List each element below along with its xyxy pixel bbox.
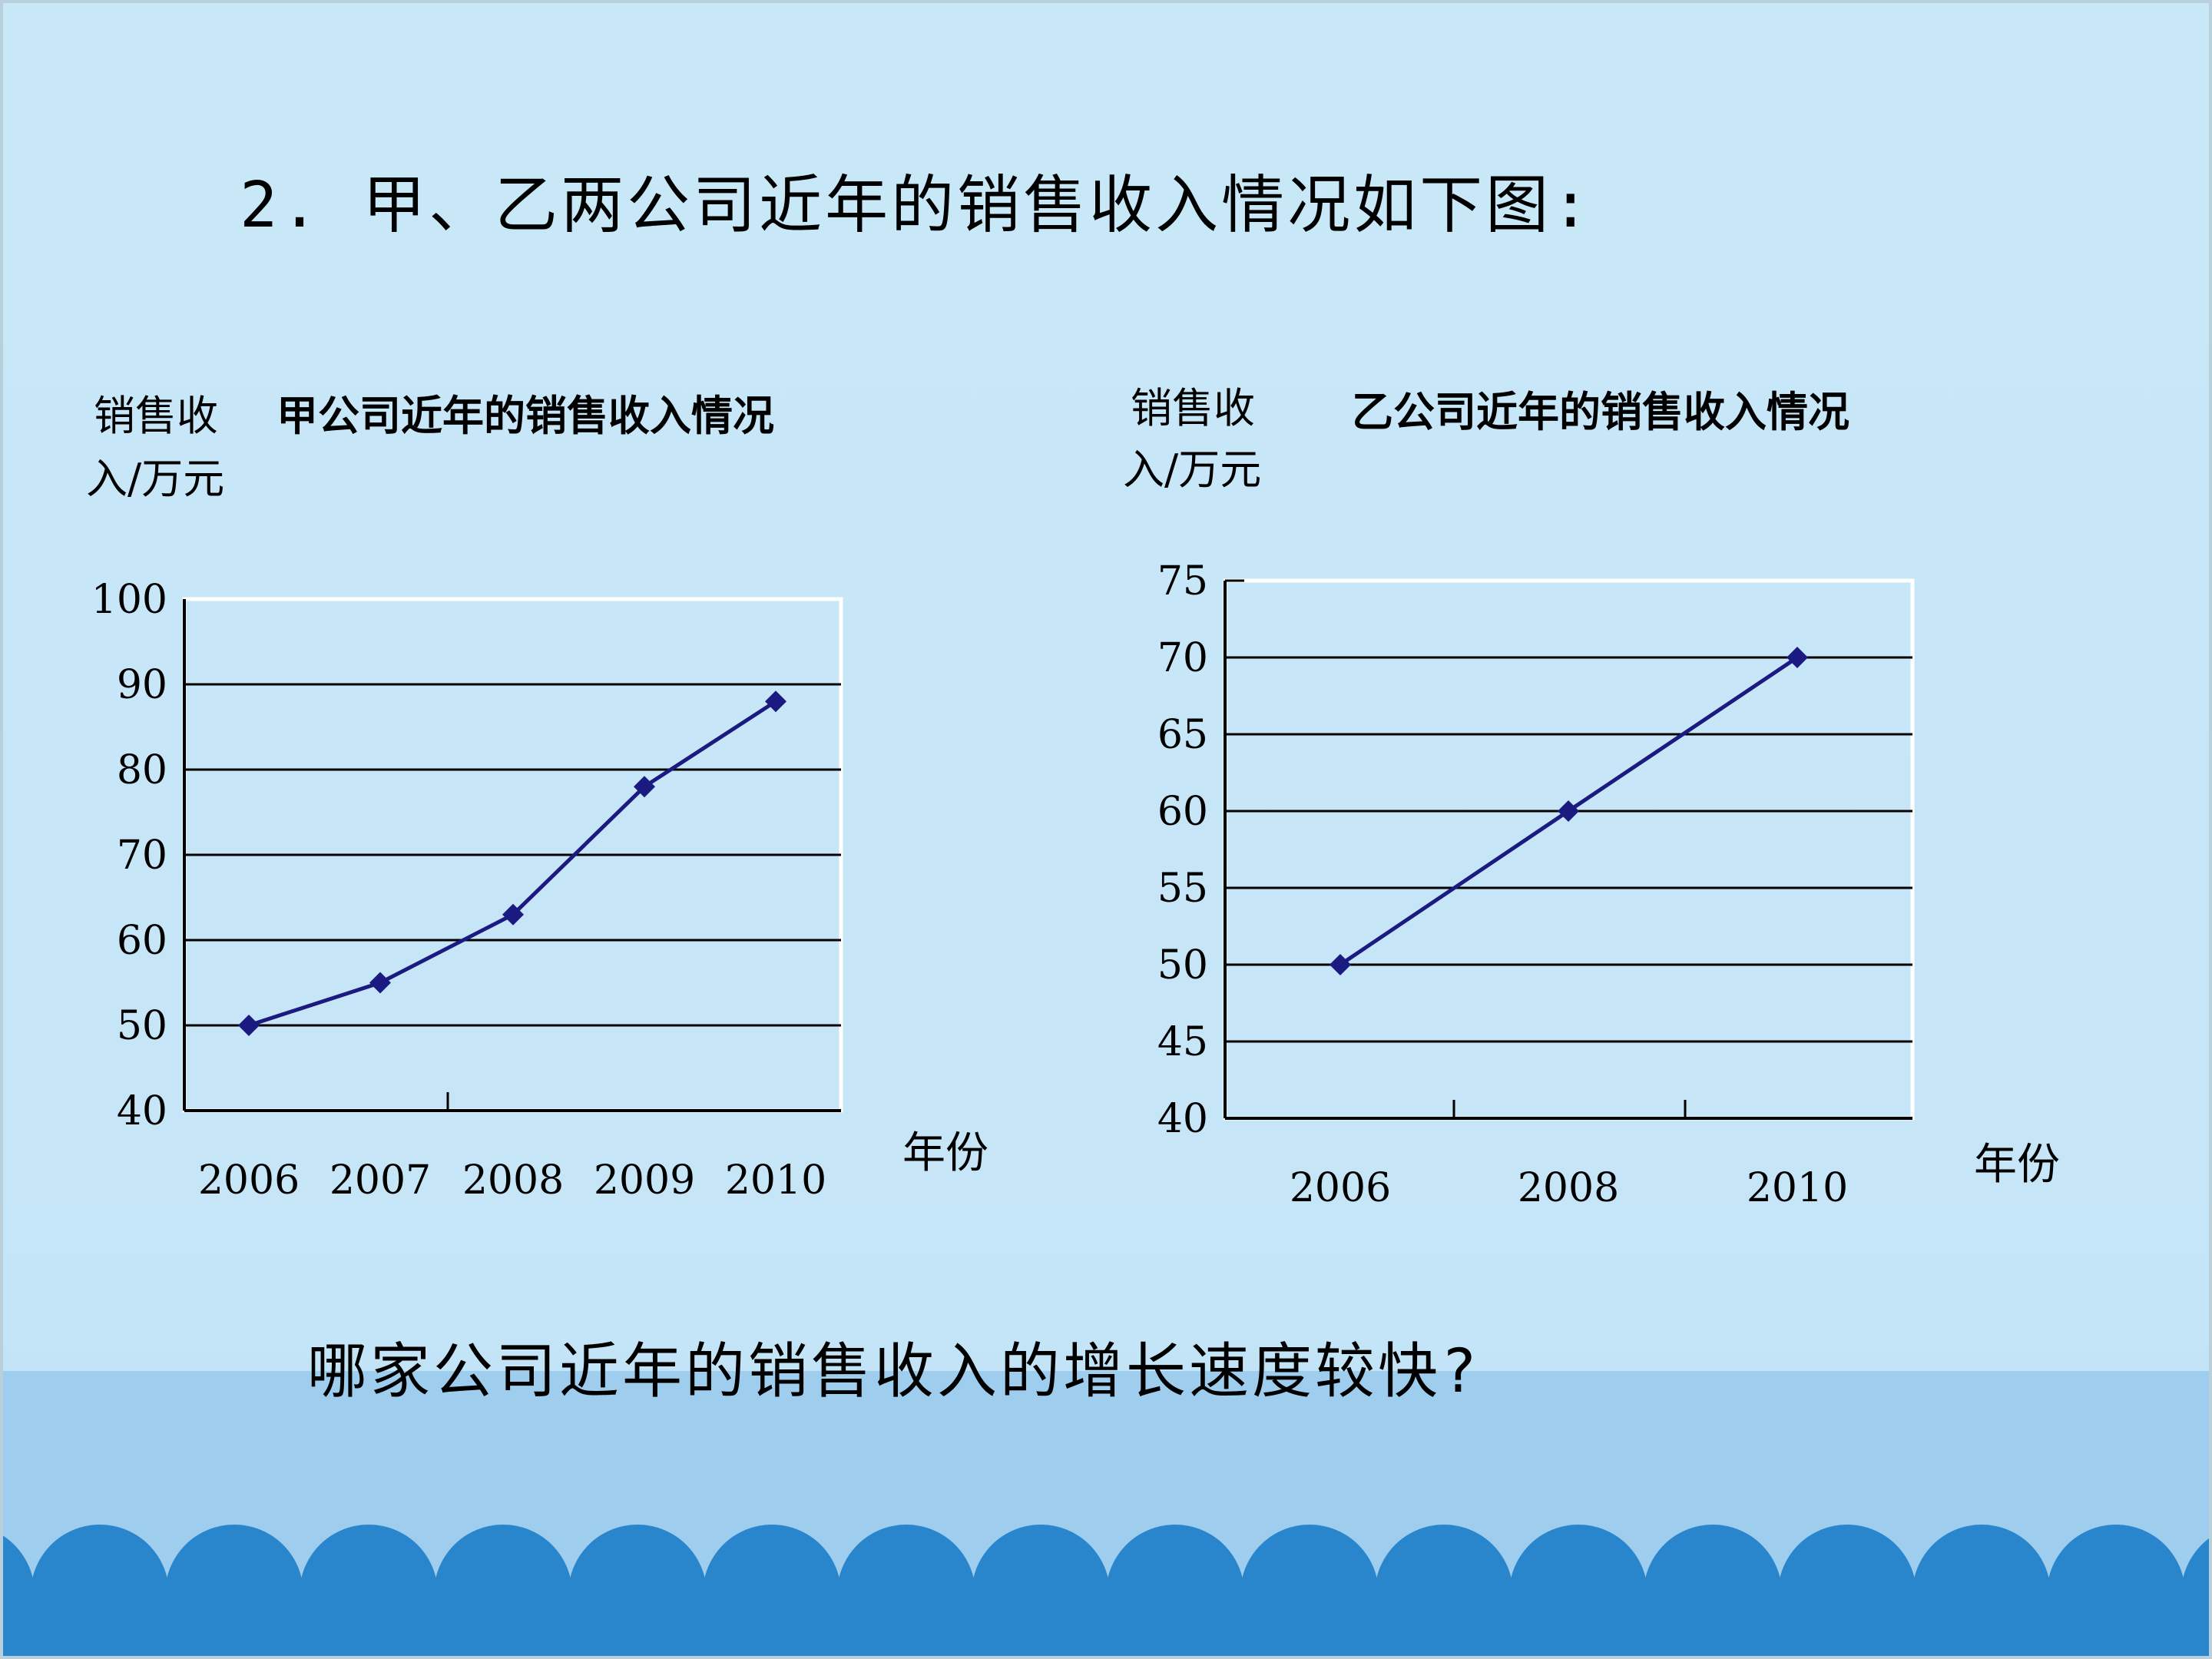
wave-scallop: [1982, 1586, 2120, 1659]
wave-scallop: [369, 1586, 507, 1659]
wave-scallop: [503, 1586, 641, 1659]
wave-scallop: [0, 1586, 104, 1659]
x-axis-label: 年份: [902, 1128, 988, 1178]
wave-scallop: [906, 1586, 1045, 1659]
data-point: [238, 1015, 260, 1036]
y-tick-label: 80: [117, 747, 167, 793]
y-axis-label-line2: 入/万元: [1123, 445, 1261, 494]
wave-decoration: [0, 1525, 2212, 1659]
data-point: [369, 972, 391, 994]
y-tick-label: 90: [117, 662, 167, 708]
question-text: 哪家公司近年的销售收入的增长速度较快?: [307, 1337, 1480, 1406]
x-tick-label: 2006: [198, 1157, 300, 1204]
wave-scallop: [1041, 1586, 1179, 1659]
data-point: [634, 776, 655, 798]
x-tick-label: 2006: [1290, 1165, 1391, 1211]
wave-scallop: [234, 1586, 373, 1659]
wave-scallop: [100, 1586, 238, 1659]
wave-scallop: [2116, 1586, 2212, 1659]
y-axis-label-line1: 销售收: [94, 392, 218, 440]
y-tick-label: 100: [91, 577, 167, 623]
y-tick-label: 55: [1157, 866, 1208, 912]
wave-scallop: [772, 1586, 910, 1659]
y-tick-label: 70: [117, 833, 167, 879]
x-tick-label: 2010: [725, 1157, 826, 1204]
y-tick-label: 50: [117, 1003, 167, 1049]
data-point: [1330, 954, 1351, 975]
data-point: [765, 690, 786, 713]
y-tick-label: 70: [1157, 635, 1208, 681]
y-tick-label: 65: [1157, 712, 1208, 758]
y-axis-label-line2: 入/万元: [86, 455, 224, 503]
y-tick-label: 50: [1157, 942, 1208, 988]
chart-title: 乙公司近年的销售收入情况: [1352, 388, 1849, 436]
slide-title: 2. 甲、乙两公司近年的销售收入情况如下图:: [240, 169, 1593, 242]
x-tick-label: 2010: [1747, 1165, 1848, 1211]
chart-title: 甲公司近年的销售收入情况: [276, 392, 774, 440]
wave-scallop: [637, 1586, 776, 1659]
chart-company-jia: 40 50 60 70 80 90 100 2006 2007 2008 2009 2010 甲公司近年…: [86, 392, 988, 1204]
y-tick-label: 45: [1157, 1019, 1208, 1065]
series-line: [248, 700, 777, 1028]
y-tick-label: 75: [1157, 558, 1208, 604]
wave-scallop: [1444, 1586, 1582, 1659]
wave-scallop: [1578, 1586, 1717, 1659]
wave-scallop: [1713, 1586, 1851, 1659]
data-point: [502, 903, 524, 926]
data-point: [1558, 800, 1579, 822]
plot-area: [1223, 578, 1915, 1121]
y-tick-label: 40: [1157, 1096, 1208, 1142]
x-tick-label: 2008: [1518, 1165, 1619, 1211]
chart-company-yi: 40 45 50 55 60 65 70 75 2006 2008 2010 乙公司近年的销售收入情况…: [1123, 384, 2060, 1211]
x-tick-label: 2007: [329, 1157, 431, 1204]
y-axis-label-line1: 销售收: [1131, 384, 1255, 432]
y-tick-label: 60: [1157, 789, 1208, 835]
data-point: [1786, 647, 1808, 668]
y-tick-label: 60: [117, 918, 167, 964]
x-tick-label: 2008: [462, 1157, 564, 1204]
x-tick-label: 2009: [594, 1157, 695, 1204]
wave-scallop: [1847, 1586, 1985, 1659]
y-tick-label: 40: [117, 1088, 167, 1134]
wave-scallop: [1310, 1586, 1448, 1659]
wave-scallop: [1175, 1586, 1313, 1659]
x-axis-label: 年份: [1974, 1140, 2060, 1190]
